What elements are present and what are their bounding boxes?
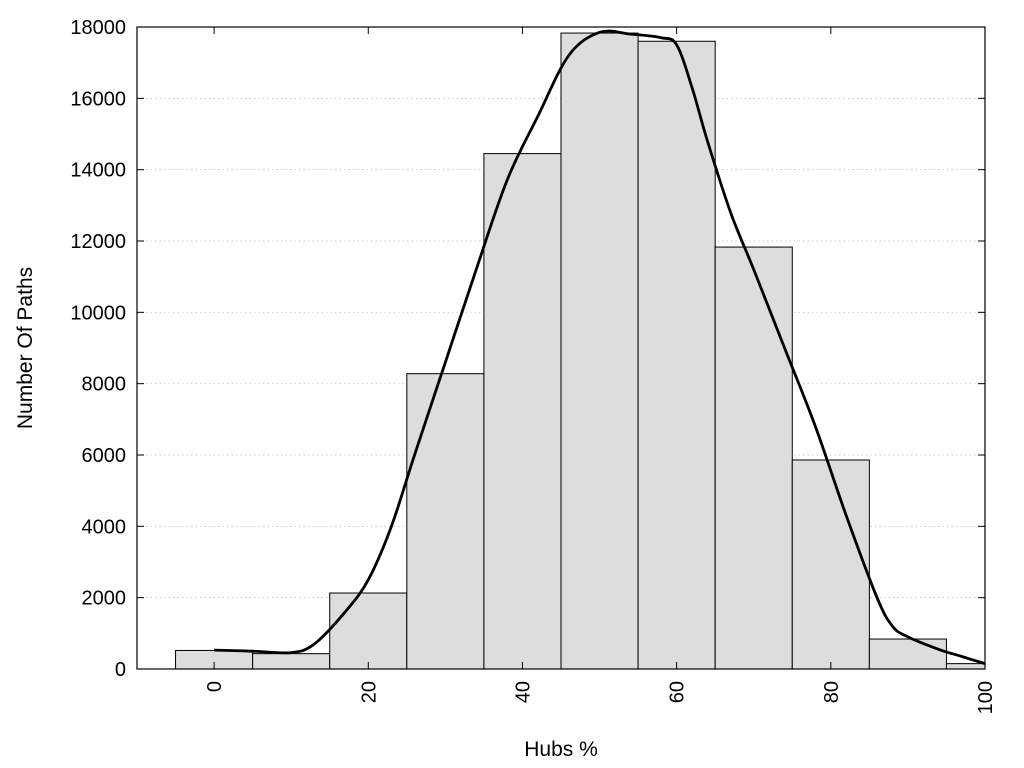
histogram-bar [329, 592, 408, 670]
histogram-bar [483, 153, 562, 670]
density-curve-layer [214, 29, 986, 665]
histogram-bar [252, 653, 331, 670]
histogram-bar [868, 638, 947, 670]
histogram-bar [791, 459, 870, 670]
y-tick-label: 4000 [82, 516, 127, 538]
histogram-bar [637, 40, 716, 670]
x-tick-label: 20 [358, 681, 380, 703]
x-axis-label: Hubs % [524, 738, 598, 761]
y-tick-label: 16000 [70, 88, 126, 110]
x-axis-tick-labels: 0 20 40 60 80 100 [204, 681, 997, 714]
plot-frame [136, 26, 986, 670]
y-tick-label: 14000 [70, 160, 126, 182]
y-axis-tick-labels: 0 2000 4000 6000 8000 10000 12000 14000 16000 180… [70, 17, 126, 681]
y-tick-label: 6000 [82, 445, 127, 467]
y-tick-label: 12000 [70, 231, 126, 253]
y-tick-label: 8000 [82, 374, 127, 396]
x-tick-label: 0 [204, 681, 226, 692]
histogram-bar [406, 373, 485, 670]
histogram-bars [175, 32, 986, 670]
histogram-bar [714, 246, 793, 670]
y-tick-label: 10000 [70, 302, 126, 324]
density-curve [214, 29, 986, 665]
histogram-bar [560, 32, 639, 670]
y-axis-label: Number Of Paths [14, 267, 37, 429]
x-tick-label: 60 [667, 681, 689, 703]
y-tick-label: 0 [115, 659, 126, 681]
y-tick-label: 18000 [70, 17, 126, 39]
x-tick-label: 40 [512, 681, 534, 703]
y-tick-label: 2000 [82, 588, 127, 610]
histogram-bar [945, 663, 986, 670]
axis-ticks [137, 26, 986, 670]
x-tick-label: 80 [821, 681, 843, 703]
x-tick-label: 100 [975, 681, 997, 714]
